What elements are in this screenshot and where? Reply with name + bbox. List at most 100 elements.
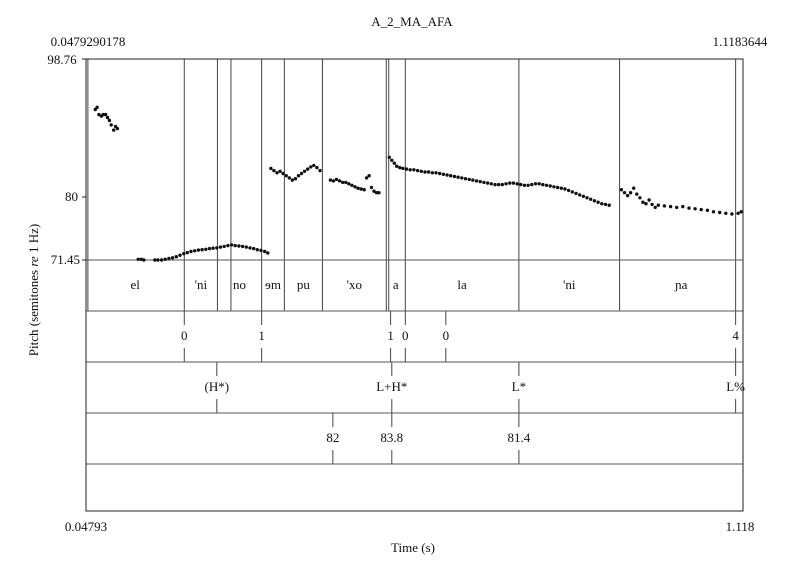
pitch-point (482, 180, 486, 185)
y-axis-title-post: 1 Hz) (26, 224, 41, 257)
pitch-point (328, 178, 333, 182)
pitch-point (596, 200, 600, 204)
pitch-points (93, 105, 743, 262)
pitch-point (739, 210, 743, 214)
tone-label: L% (726, 379, 745, 394)
pitch-point (167, 256, 171, 261)
pitch-point (196, 248, 201, 252)
pitch-point (218, 245, 223, 249)
pitch-point (142, 258, 146, 262)
pitch-point (284, 174, 288, 178)
pitch-point (387, 155, 391, 159)
pitch-point (650, 202, 654, 207)
word-label: 'xo (347, 277, 362, 292)
tone-label: L* (512, 379, 526, 394)
word-label: el (130, 277, 140, 292)
pitch-point (656, 203, 660, 207)
pitch-point (493, 182, 497, 187)
pitch-point (362, 188, 366, 192)
pitch-point (628, 191, 633, 195)
y-axis-title-pre: Pitch (semitones (26, 267, 41, 357)
time-start-label: 0.04793 (65, 519, 107, 534)
pitch-point (559, 186, 563, 190)
pitch-point (632, 186, 636, 190)
pitch-point (471, 178, 475, 182)
pitch-point (178, 253, 182, 257)
pitch-point (372, 189, 376, 193)
pitch-point (374, 191, 379, 195)
pitch-point (467, 177, 471, 182)
pitch-point (113, 124, 118, 129)
pitch-point (589, 197, 593, 201)
pitch-point (647, 198, 651, 202)
pitch-point (287, 176, 291, 180)
pitch-point (112, 128, 116, 132)
break-index-label: 0 (181, 328, 188, 343)
pitch-point (474, 179, 479, 183)
pitch-point (266, 251, 270, 255)
pitch-point (530, 182, 534, 187)
pitch-point (581, 194, 586, 198)
pitch-point (653, 205, 657, 210)
pitch-point (537, 182, 541, 186)
pitch-point (570, 190, 574, 194)
window-end-time: 1.1183644 (713, 34, 768, 49)
pitch-point (347, 182, 351, 186)
pitch-point (419, 169, 423, 173)
pitch-point (426, 170, 431, 174)
pitch-point (445, 173, 449, 177)
pitch-point (356, 186, 360, 190)
pitch-point (478, 179, 482, 184)
break-index-label: 1 (387, 328, 394, 343)
pitch-point (736, 211, 740, 215)
pitch-point (281, 171, 285, 176)
pitch-point (681, 204, 685, 209)
pitch-max-label: 98.76 (47, 52, 77, 67)
pitch-point (625, 193, 630, 198)
pitch-point (211, 246, 215, 250)
tier-separators (86, 259, 743, 465)
pitch-point (607, 203, 611, 207)
pitch-point (662, 204, 667, 208)
pitch-point (423, 170, 427, 174)
pitch-point (392, 161, 396, 165)
pitch-point (312, 163, 316, 168)
pitch-point (603, 202, 608, 207)
break-index-label: 0 (443, 328, 450, 343)
pitch-point (619, 188, 624, 192)
pitch-point (566, 188, 571, 193)
pitch-point (353, 185, 357, 189)
pitch-point (522, 183, 527, 187)
pitch-point (485, 181, 490, 185)
pitch-point (222, 244, 226, 249)
pitch-point (390, 158, 394, 162)
pitch-point (504, 182, 508, 186)
pitch-point (408, 168, 412, 172)
pitch-point (215, 246, 219, 250)
pitch-point (350, 183, 354, 187)
pitch-point (412, 168, 416, 172)
pitch-value-label: 83.8 (380, 430, 403, 445)
pitch-point (541, 182, 545, 187)
time-end-label: 1.118 (726, 519, 755, 534)
break-index-label: 1 (258, 328, 265, 343)
pitch-point (452, 174, 457, 179)
pitch-point (263, 249, 267, 254)
word-label: ɲa (674, 277, 688, 292)
pitch-point (404, 167, 409, 171)
segment-boundaries (87, 59, 737, 464)
word-label: 'ni (563, 277, 576, 292)
pitch-point (398, 165, 402, 170)
pitch-point (463, 177, 468, 181)
pitch-point (156, 258, 160, 262)
pitch-point (189, 249, 193, 254)
pitch-point (401, 166, 405, 171)
pitch-point (544, 183, 549, 187)
pitch-point (182, 252, 186, 256)
pitch-point (622, 191, 627, 195)
pitch-point (641, 200, 645, 204)
pitch-point (101, 112, 105, 117)
pitch-point (309, 165, 313, 169)
pitch-point (315, 165, 319, 170)
